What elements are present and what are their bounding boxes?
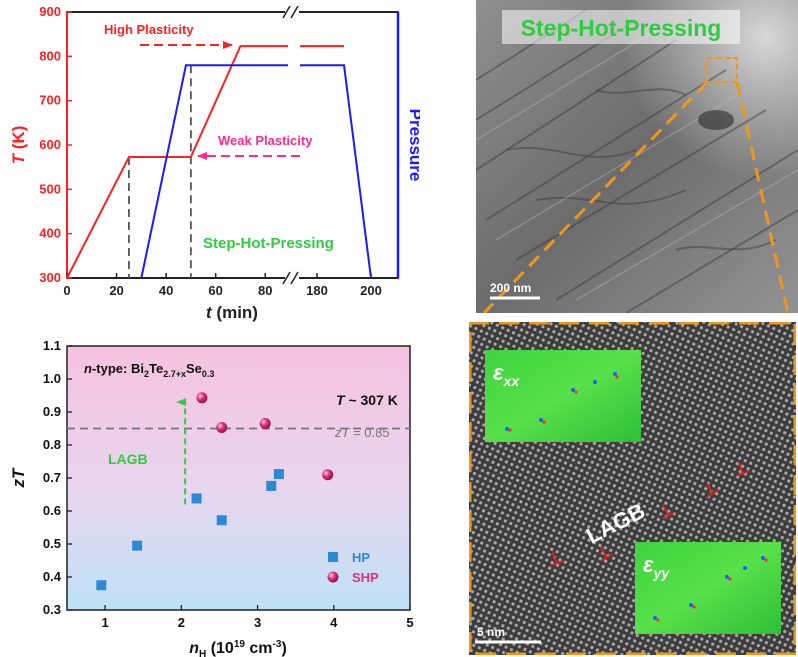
pressure-axis-label: Pressure: [406, 109, 420, 182]
annotation-weak-plasticity: Weak Plasticity: [218, 133, 313, 148]
y-tick-label: 0.3: [43, 602, 61, 617]
x-tick-label: 200: [360, 283, 382, 298]
tem-bright-region: [476, 0, 798, 313]
y-tick-label: 0.7: [43, 470, 61, 485]
y-axis-ticks: 300 400 500 600 700 800 900: [39, 4, 72, 285]
tem-scale-label: 200 nm: [490, 281, 531, 295]
y-tick-label: 0.8: [43, 437, 61, 452]
y-tick-label: 0.9: [43, 404, 61, 419]
dislocation-mark: ⊥: [544, 546, 566, 570]
eyy-label: εyy: [643, 552, 670, 581]
x-tick-label: 3: [254, 615, 261, 630]
hp-point: [266, 480, 277, 491]
x-axis-label: t (min): [206, 303, 258, 322]
y-tick-label: 300: [39, 270, 61, 285]
y-axis-ticks: 0.3 0.4 0.5 0.6 0.7 0.8 0.9 1.0 1.1: [43, 338, 72, 617]
y-tick-label: 600: [39, 137, 61, 152]
x-tick-label: 0: [63, 283, 70, 298]
y-tick-label: 0.6: [43, 503, 61, 518]
zoom-line-right: [735, 81, 790, 313]
hrtem-scale-label: 5 nm: [477, 625, 505, 639]
x-axis-label: nH (1019 cm-3): [189, 639, 287, 657]
zoom-line-left: [482, 80, 709, 313]
x-tick-label: 1: [101, 615, 108, 630]
y-axis-label: T (K): [9, 126, 28, 165]
legend-hp-label: HP: [352, 550, 370, 565]
shp-point: [259, 418, 271, 430]
shp-point: [216, 422, 228, 434]
legend-shp-marker: [327, 571, 339, 583]
shp-point: [196, 392, 208, 404]
hp-point: [96, 580, 107, 591]
temperature-profile-chart: 300 400 500 600 700 800 900 0 20 40 60 80 180 200 Hi…: [9, 4, 420, 322]
y-tick-label: 400: [39, 226, 61, 241]
axis-break-marks: [282, 5, 299, 285]
exx-inset: εxx: [485, 350, 641, 442]
y-tick-label: 1.0: [43, 371, 61, 386]
x-tick-label: 180: [306, 283, 328, 298]
x-tick-label: 60: [208, 283, 222, 298]
data-points: [96, 392, 334, 591]
x-tick-label: 5: [406, 615, 413, 630]
legend-shp-label: SHP: [352, 570, 379, 585]
pressure-line: [300, 64, 372, 279]
tem-zoom-box: [706, 57, 738, 83]
y-tick-label: 0.5: [43, 536, 61, 551]
x-tick-label: 4: [330, 615, 338, 630]
chart-series: [66, 45, 372, 279]
y-tick-label: 800: [39, 48, 61, 63]
tem-micrograph: Step-Hot-Pressing 200 nm: [476, 0, 798, 313]
x-tick-label: 80: [258, 283, 272, 298]
eyy-inset: εyy: [635, 542, 781, 634]
legend-hp-marker: [328, 552, 338, 562]
hp-point: [273, 469, 284, 480]
y-axis-label: zT: [9, 467, 28, 489]
hp-point: [191, 493, 202, 504]
tem-title: Step-Hot-Pressing: [521, 15, 722, 41]
x-tick-label: 2: [178, 615, 185, 630]
x-tick-label: 20: [109, 283, 123, 298]
dashed-guide-lines: [128, 65, 192, 278]
y-tick-label: 500: [39, 181, 61, 196]
y-tick-label: 700: [39, 93, 61, 108]
plot-background: [67, 346, 410, 610]
temperature-label: T ~ 307 K: [336, 392, 398, 408]
material-label: n-type: Bi2Te2.7+xSe0.3: [84, 361, 214, 379]
x-axis-ticks: 1 2 3 4 5: [101, 605, 414, 630]
y-tick-label: 0.4: [43, 569, 62, 584]
exx-label: εxx: [493, 360, 520, 389]
tem-title-box: [502, 10, 740, 44]
temperature-line: [66, 45, 288, 279]
lagb-label: LAGB: [108, 451, 148, 467]
x-tick-label: 40: [159, 283, 173, 298]
hp-point: [132, 540, 143, 551]
y-tick-label: 1.1: [43, 338, 61, 353]
zt-scatter-chart: 0.3 0.4 0.5 0.6 0.7 0.8 0.9 1.0 1.1 1 2 3 4 5 n-type…: [9, 338, 414, 657]
process-label: Step-Hot-Pressing: [203, 235, 334, 252]
tem-dark-feature: [698, 110, 734, 130]
hrtem-micrograph: εxx εyy LAGB ⊥ ⊥⊥⊥⊥ 5 nm: [469, 322, 796, 655]
pressure-line: [140, 64, 288, 279]
shp-point: [322, 469, 334, 481]
x-axis-ticks: 0 20 40 60 80 180 200: [63, 273, 382, 298]
annotation-high-plasticity: High Plasticity: [104, 22, 194, 37]
hp-point: [216, 515, 227, 526]
y-tick-label: 900: [39, 4, 61, 19]
reference-line-label: zT = 0.85: [334, 425, 390, 440]
dislocation-mark: ⊥: [730, 456, 752, 480]
